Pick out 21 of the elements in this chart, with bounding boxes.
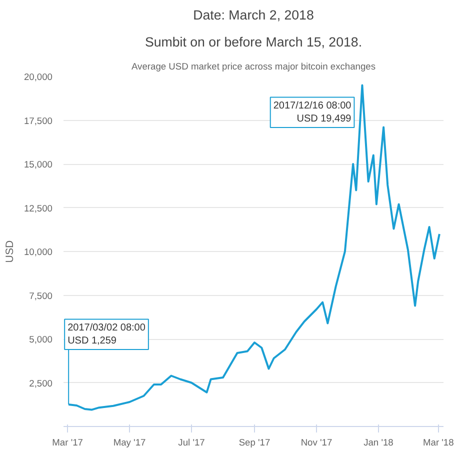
- x-tick-label: Jan '18: [364, 438, 394, 448]
- y-tick-label: 20,000: [24, 72, 52, 82]
- x-tick-label: Mar '17: [52, 438, 83, 448]
- y-tick-label: 5,000: [29, 334, 52, 344]
- y-tick-label: 12,500: [24, 203, 52, 214]
- y-tick-label: 2,500: [29, 378, 52, 388]
- x-tick-label: Mar '18: [423, 438, 454, 448]
- chart-subtitle: Sumbit on or before March 15, 2018.: [144, 34, 362, 50]
- x-tick-label: Nov '17: [300, 438, 332, 448]
- annotation: 2017/03/02 08:00 USD 1,259: [68, 322, 146, 346]
- x-tick-label: Sep '17: [238, 438, 270, 448]
- annotation: 2017/12/16 08:00 USD 19,499: [273, 100, 352, 124]
- x-tick-label: Jul '17: [178, 438, 205, 448]
- y-tick-label: 10,000: [24, 247, 52, 257]
- y-tick-label: 7,500: [29, 290, 52, 301]
- x-tick-label: May '17: [113, 438, 146, 448]
- y-tick-label: 15,000: [24, 160, 52, 170]
- y-axis-title: USD: [4, 240, 16, 263]
- text: Average USD market price across major bitcoin exchanges: [131, 62, 376, 72]
- y-tick-label: 17,500: [24, 116, 52, 126]
- chart-title: Date: March 2, 2018: [193, 8, 314, 22]
